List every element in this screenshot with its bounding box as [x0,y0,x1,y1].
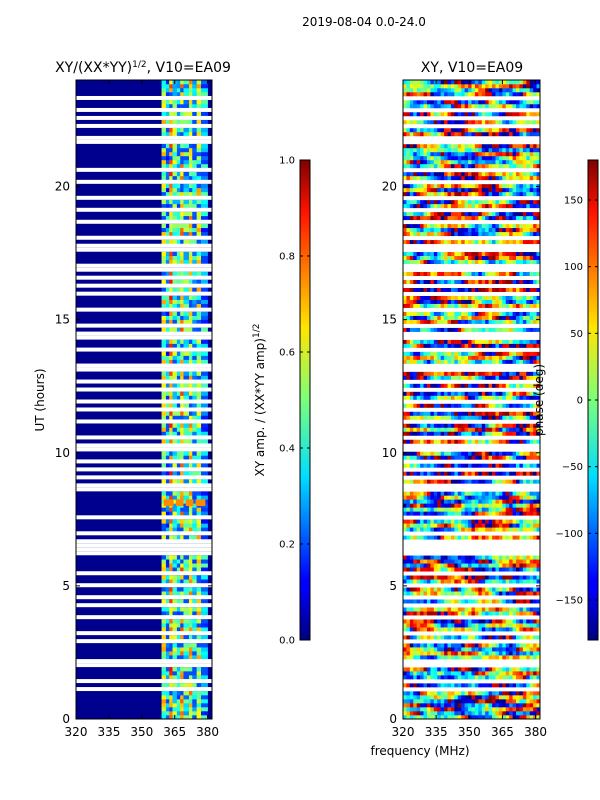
amplitude-plot-frame [75,79,213,720]
y-tick-label: 20 [55,180,70,194]
x-tick-label: 365 [491,725,514,739]
phase-colorbar-label: phase (deg) [532,364,546,436]
y-tick-label: 0 [389,712,397,726]
phase-x-axis: 320 335 350 365 380 [392,80,547,739]
y-tick-label: 10 [55,446,70,460]
colorbar-tick-label: 100 [564,262,583,273]
colorbar-tick-label: −50 [562,462,583,473]
x-tick-label: 350 [458,725,481,739]
phase-y-axis: 0 5 10 15 20 [382,180,540,726]
colorbar-tick-label: 0.6 [279,348,295,359]
x-tick-label: 380 [196,725,219,739]
colorbar-tick-label: 0.4 [279,444,295,455]
amplitude-colorbar-ticks: 0.0 0.2 0.4 0.6 0.8 1.0 [279,156,310,647]
colorbar-tick-label: 0.0 [279,636,295,647]
y-tick-label: 0 [62,712,70,726]
amplitude-y-axis: 0 5 10 15 20 [55,180,212,726]
colorbar-tick-label: 0.2 [279,540,295,551]
amplitude-y-label: UT (hours) [33,368,47,431]
colorbar-tick-label: 1.0 [279,156,295,167]
amplitude-title-main: XY/(XX*YY) [55,60,132,76]
x-tick-label: 320 [392,725,415,739]
x-tick-label: 350 [130,725,153,739]
x-tick-label: 380 [524,725,547,739]
colorbar-tick-label: −150 [556,596,583,607]
amplitude-colorbar-label: XY amp. / (XX*YY amp)1/2 [252,324,267,477]
colorbar-tick-label: 0 [577,396,583,407]
phase-colorbar-ticks: −150 −100 −50 0 50 100 150 [556,196,598,607]
phase-plot-frame [402,79,541,720]
y-tick-label: 20 [382,180,397,194]
y-tick-label: 15 [55,313,70,327]
phase-x-label: frequency (MHz) [370,744,469,758]
y-tick-label: 10 [382,446,397,460]
colorbar-tick-label: −100 [556,529,583,540]
amplitude-colorbar: 0.0 0.2 0.4 0.6 0.8 1.0 XY amp. / (XX*YY amp)… [252,156,311,647]
amplitude-colorbar-label-exponent: 1/2 [252,324,262,338]
x-tick-label: 365 [163,725,186,739]
amplitude-title-exponent: 1/2 [132,60,146,70]
amplitude-title-suffix: , V10=EA09 [147,60,231,76]
phase-panel-title: XY, V10=EA09 [421,60,523,76]
amplitude-panel-title: XY/(XX*YY)1/2, V10=EA09 [55,60,231,76]
x-tick-label: 320 [65,725,88,739]
x-tick-label: 335 [425,725,448,739]
colorbar-tick-label: 50 [570,329,583,340]
y-tick-label: 5 [389,579,397,593]
colorbar-tick-label: 150 [564,196,583,207]
phase-colorbar: −150 −100 −50 0 50 100 150 phase (deg) [532,159,599,641]
y-tick-label: 15 [382,313,397,327]
amplitude-panel: XY/(XX*YY)1/2, V10=EA09 320 335 350 365 380 … [33,60,231,739]
amplitude-heatmap [76,80,212,720]
colorbar-tick-label: 0.8 [279,252,295,263]
phase-heatmap [403,80,541,720]
x-tick-label: 335 [97,725,120,739]
amplitude-x-axis: 320 335 350 365 380 [65,80,219,739]
y-tick-label: 5 [62,579,70,593]
figure-title: 2019-08-04 0.0-24.0 [302,15,426,29]
amplitude-colorbar-label-main: XY amp. / (XX*YY amp) [253,338,267,476]
amplitude-colorbar-gradient [299,159,311,641]
phase-panel: XY, V10=EA09 320 335 350 365 380 0 5 10 15 20 fr… [370,60,547,758]
